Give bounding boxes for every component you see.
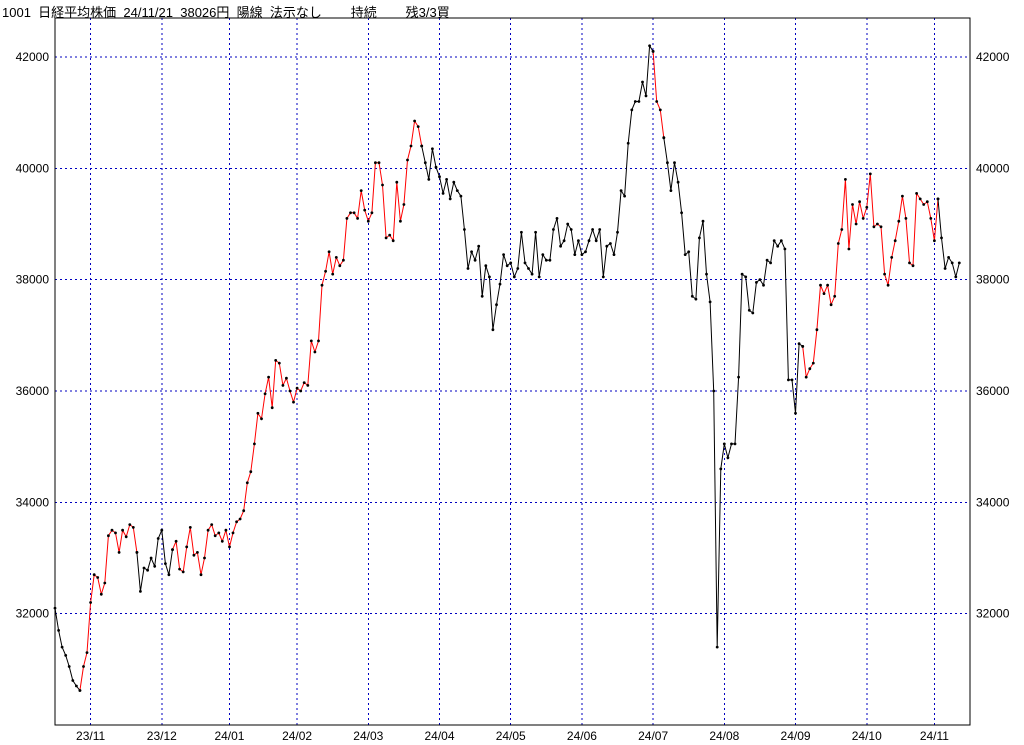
chart-title: 1001 日経平均株価 24/11/21 38026円 陽線 法示なし 持続 残… <box>2 2 450 21</box>
y-tick-left: 32000 <box>16 607 50 621</box>
y-tick-left: 34000 <box>16 495 50 509</box>
price-chart: 32000 32000 34000 34000 36000 36000 38000 38000… <box>0 0 1024 745</box>
y-tick-right: 40000 <box>976 161 1010 175</box>
x-tick: 24/03 <box>353 729 383 743</box>
x-tick: 24/08 <box>709 729 739 743</box>
y-tick-left: 38000 <box>16 273 50 287</box>
y-tick-right: 38000 <box>976 273 1010 287</box>
x-tick: 24/05 <box>496 729 526 743</box>
x-tick: 24/09 <box>781 729 811 743</box>
x-tick: 24/01 <box>214 729 244 743</box>
x-tick: 24/07 <box>638 729 668 743</box>
y-tick-right: 34000 <box>976 495 1010 509</box>
x-tick: 24/10 <box>852 729 882 743</box>
x-tick: 24/06 <box>567 729 597 743</box>
x-tick: 23/11 <box>76 729 105 743</box>
x-tick: 23/12 <box>147 729 177 743</box>
y-tick-left: 40000 <box>16 161 50 175</box>
y-tick-right: 36000 <box>976 384 1010 398</box>
y-tick-right: 42000 <box>976 50 1010 64</box>
x-tick: 24/02 <box>282 729 312 743</box>
x-tick: 24/11 <box>920 729 949 743</box>
x-tick: 24/04 <box>424 729 454 743</box>
y-tick-left: 36000 <box>16 384 50 398</box>
y-tick-right: 32000 <box>976 607 1010 621</box>
y-tick-left: 42000 <box>16 50 50 64</box>
